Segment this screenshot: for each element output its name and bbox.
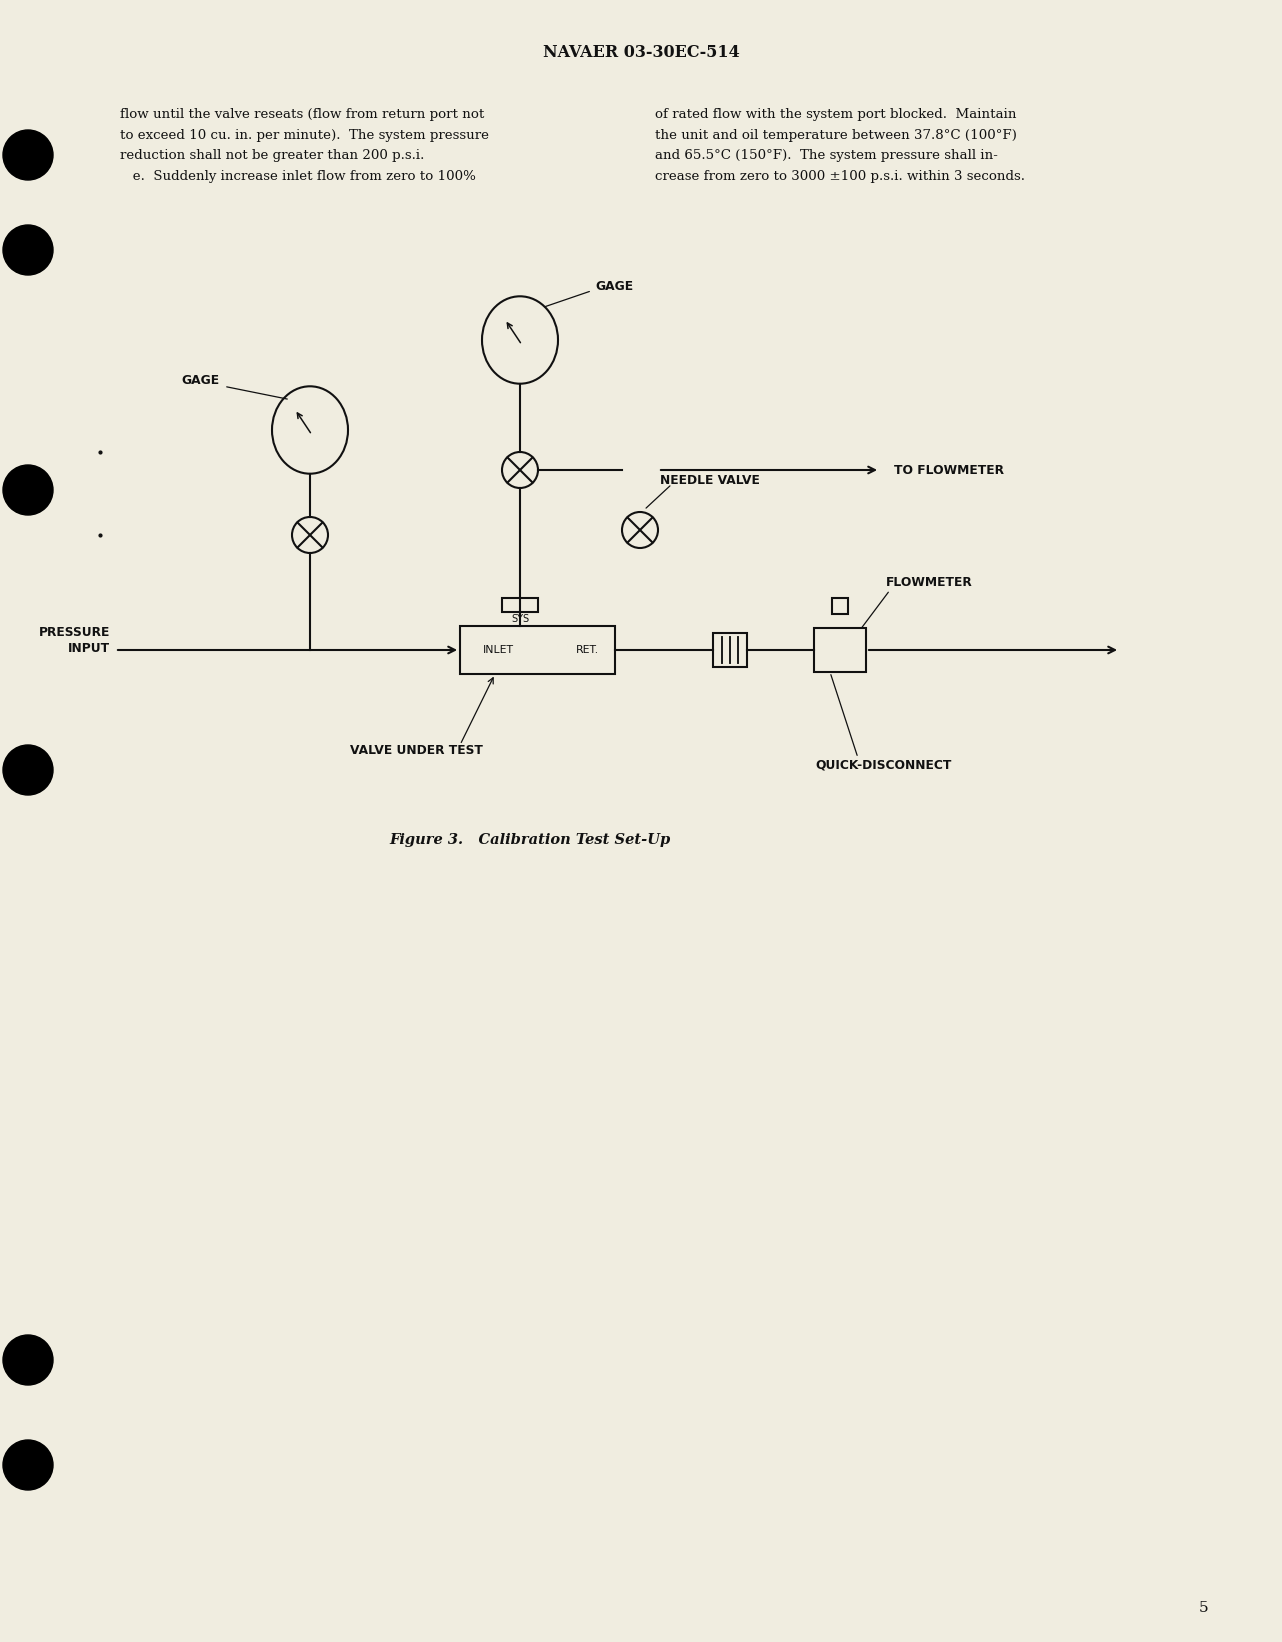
Text: QUICK-DISCONNECT: QUICK-DISCONNECT bbox=[815, 759, 951, 772]
Text: RET.: RET. bbox=[576, 645, 599, 655]
Text: crease from zero to 3000 ±100 p.s.i. within 3 seconds.: crease from zero to 3000 ±100 p.s.i. wit… bbox=[655, 169, 1026, 182]
Text: VALVE UNDER TEST: VALVE UNDER TEST bbox=[350, 744, 483, 757]
Bar bbox=[832, 598, 847, 614]
Text: and 65.5°C (150°F).  The system pressure shall in-: and 65.5°C (150°F). The system pressure … bbox=[655, 149, 997, 163]
Circle shape bbox=[3, 465, 53, 516]
Bar bbox=[503, 598, 538, 612]
Text: 5: 5 bbox=[1199, 1601, 1209, 1616]
Text: FLOWMETER: FLOWMETER bbox=[886, 575, 973, 588]
Text: GAGE: GAGE bbox=[182, 374, 221, 388]
Bar bbox=[460, 626, 615, 673]
Text: flow until the valve reseats (flow from return port not: flow until the valve reseats (flow from … bbox=[121, 108, 485, 122]
Text: SYS: SYS bbox=[512, 614, 529, 624]
Text: e.  Suddenly increase inlet flow from zero to 100%: e. Suddenly increase inlet flow from zer… bbox=[121, 169, 476, 182]
Text: reduction shall not be greater than 200 p.s.i.: reduction shall not be greater than 200 … bbox=[121, 149, 424, 163]
Text: GAGE: GAGE bbox=[595, 281, 633, 294]
Text: the unit and oil temperature between 37.8°C (100°F): the unit and oil temperature between 37.… bbox=[655, 128, 1017, 141]
Text: NEEDLE VALVE: NEEDLE VALVE bbox=[660, 473, 760, 486]
Text: PRESSURE
INPUT: PRESSURE INPUT bbox=[38, 626, 110, 655]
Text: NAVAER 03-30EC-514: NAVAER 03-30EC-514 bbox=[542, 43, 740, 61]
Circle shape bbox=[3, 745, 53, 795]
Circle shape bbox=[3, 1335, 53, 1384]
Text: INLET: INLET bbox=[482, 645, 514, 655]
Circle shape bbox=[3, 130, 53, 181]
Text: TO FLOWMETER: TO FLOWMETER bbox=[894, 463, 1004, 476]
Circle shape bbox=[3, 225, 53, 274]
Circle shape bbox=[3, 1440, 53, 1489]
Text: to exceed 10 cu. in. per minute).  The system pressure: to exceed 10 cu. in. per minute). The sy… bbox=[121, 128, 488, 141]
Text: of rated flow with the system port blocked.  Maintain: of rated flow with the system port block… bbox=[655, 108, 1017, 122]
Text: Figure 3.   Calibration Test Set-Up: Figure 3. Calibration Test Set-Up bbox=[390, 832, 670, 847]
Bar bbox=[713, 634, 747, 667]
Bar bbox=[814, 627, 867, 672]
